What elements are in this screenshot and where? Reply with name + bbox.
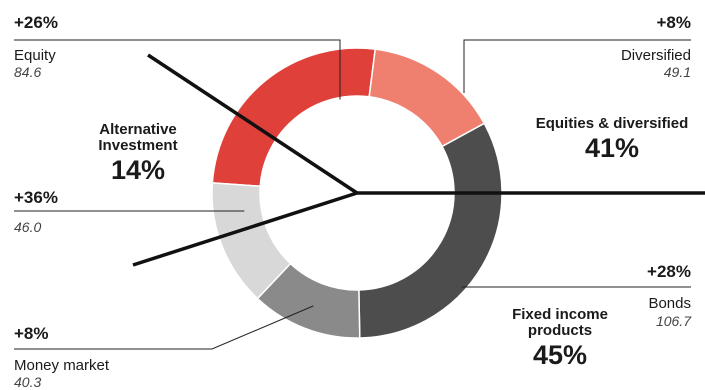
fixed-income-title-line2: products xyxy=(527,321,593,339)
bonds-change-label: +28% xyxy=(647,262,691,281)
alternative-change-label: +36% xyxy=(14,188,58,207)
slice-bonds xyxy=(358,122,503,339)
money-market-category-label: Money market xyxy=(14,357,110,374)
equities-diversified-title: Equities & diversified xyxy=(535,115,689,132)
diversified-value-label: 49.1 xyxy=(663,64,691,80)
fixed-income-share: 45% xyxy=(532,339,588,370)
divider-line-upper xyxy=(147,53,358,195)
slices-layer xyxy=(211,47,503,339)
divider-line-lower xyxy=(132,191,358,267)
bonds-value-label: 106.7 xyxy=(655,313,691,329)
equity-leader-line xyxy=(14,39,341,100)
equities-diversified-group: Equities & diversified 41% xyxy=(522,116,702,162)
alternative-investment-group: Alternative Investment 14% xyxy=(78,122,198,184)
equity-value-label: 84.6 xyxy=(14,64,42,80)
money-market-change-label: +8% xyxy=(14,324,49,343)
bonds-category-label: Bonds xyxy=(648,295,691,312)
equities-diversified-share: 41% xyxy=(584,132,640,163)
leader-lines-layer xyxy=(14,39,705,350)
fixed-income-title-line1: Fixed income xyxy=(512,306,608,323)
money-market-value-label: 40.3 xyxy=(14,374,42,390)
diversified-change-label: +8% xyxy=(656,13,692,32)
equity-category-label: Equity xyxy=(14,47,56,64)
alternative-value-label: 46.0 xyxy=(14,219,42,235)
alternative-investment-title-line1: Alternative xyxy=(99,121,177,138)
slice-alternative xyxy=(211,182,292,300)
alternative-investment-title-line2: Investment xyxy=(98,136,178,154)
money-market-leader-line xyxy=(14,305,314,350)
diversified-leader-line xyxy=(463,39,691,94)
diversified-category-label: Diversified xyxy=(620,47,691,64)
slice-equity xyxy=(211,47,377,188)
equity-change-label: +26% xyxy=(14,13,58,32)
alternative-investment-share: 14% xyxy=(110,154,166,185)
fixed-income-group: Fixed income products 45% xyxy=(500,307,620,369)
slice-diversified xyxy=(368,48,486,148)
